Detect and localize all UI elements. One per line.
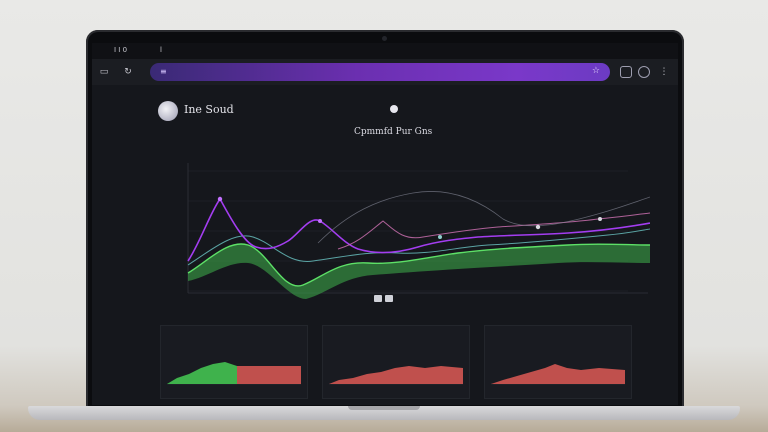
purple-series-line: [187, 197, 651, 262]
data-point-marker: [318, 219, 322, 223]
sidebar-toggle-icon[interactable]: ▭: [99, 67, 109, 77]
green-series-line: [187, 243, 651, 287]
site-info-icon[interactable]: ≡: [160, 67, 167, 76]
mini-chart-3: [491, 364, 625, 385]
page-title: Cpmmfd Pur Gns: [354, 127, 433, 137]
bookmark-star-icon[interactable]: ☆: [591, 66, 600, 76]
chart-legend-pill[interactable]: [374, 295, 400, 303]
mini-chart-panel-1[interactable]: [160, 325, 308, 399]
menu-icon[interactable]: ⋮: [659, 67, 669, 77]
mini-red-area: [329, 366, 463, 384]
mini-red-area: [237, 366, 301, 384]
data-point-marker: [535, 224, 541, 230]
data-point-marker: [598, 217, 602, 221]
laptop-lid: I I 0 l ▭ ↻ ≡ ☆ ⋮ Ine Soud Cpmmfd Pur Gn…: [86, 30, 684, 410]
mini-chart-panel-3[interactable]: [484, 325, 632, 399]
screen: I I 0 l ▭ ↻ ≡ ☆ ⋮ Ine Soud Cpmmfd Pur Gn…: [92, 43, 678, 405]
teal-series-line: [187, 228, 651, 266]
main-chart-panel: [128, 153, 651, 299]
browser-toolbar: ▭ ↻ ≡ ☆ ⋮: [92, 59, 678, 85]
browser-tab-bar: I I 0 l: [92, 43, 678, 59]
main-chart: [187, 163, 651, 299]
legend-swatch: [374, 295, 382, 302]
legend-swatch: [385, 295, 393, 302]
address-bar[interactable]: ≡ ☆: [150, 63, 610, 81]
data-point-marker: [217, 196, 223, 202]
mini-red-area: [491, 364, 625, 384]
mini-chart-1: [167, 362, 301, 385]
center-indicator-icon: [390, 105, 398, 113]
webcam-icon: [382, 36, 387, 41]
reload-icon[interactable]: ↻: [124, 67, 132, 77]
grey-series-line: [317, 191, 651, 244]
profile-icon[interactable]: [638, 66, 650, 78]
data-point-marker: [438, 235, 442, 239]
mini-green-area: [167, 362, 237, 384]
mini-chart-2: [329, 366, 463, 385]
base-notch: [348, 406, 420, 410]
tab-title[interactable]: I I 0: [114, 46, 128, 54]
mini-chart-panel-2[interactable]: [322, 325, 470, 399]
tab-label-2[interactable]: l: [160, 46, 162, 54]
extension-icon[interactable]: [620, 66, 632, 78]
laptop-base: [28, 406, 740, 420]
app-logo: [158, 101, 178, 121]
brand-name: Ine Soud: [184, 103, 234, 116]
